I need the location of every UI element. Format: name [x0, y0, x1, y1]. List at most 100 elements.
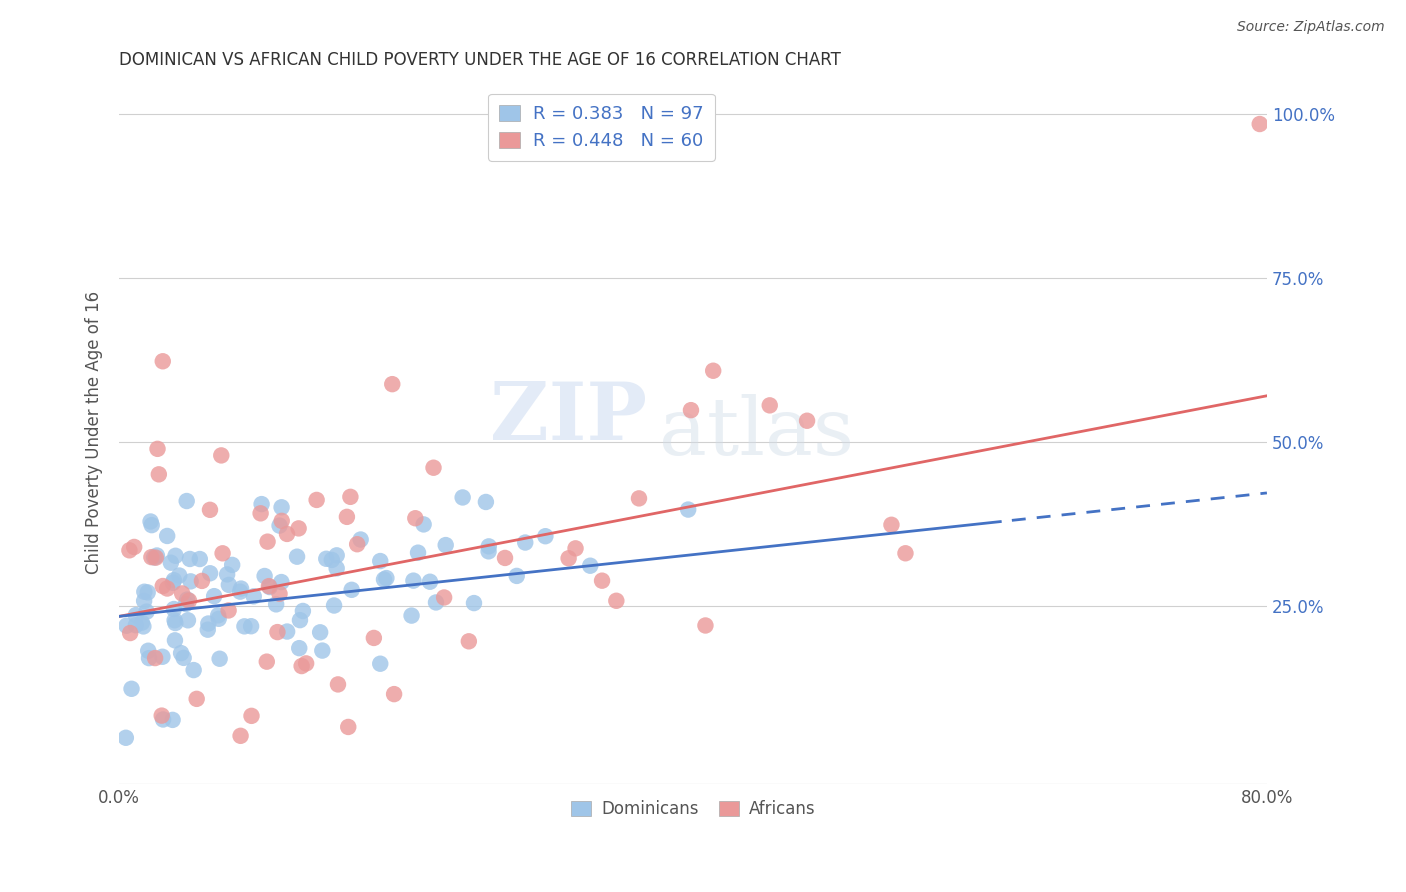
Point: [152, 354, 174, 368]
Point: [197, 623, 219, 637]
Point: [135, 605, 157, 619]
Point: [679, 403, 702, 417]
Point: [266, 625, 288, 640]
Point: [115, 731, 138, 745]
Point: [172, 586, 194, 600]
Point: [202, 589, 225, 603]
Point: [475, 495, 498, 509]
Point: [434, 538, 457, 552]
Point: [163, 602, 186, 616]
Point: [291, 659, 314, 673]
Point: [191, 574, 214, 588]
Point: [141, 518, 163, 533]
Point: [627, 491, 650, 506]
Point: [368, 657, 391, 671]
Point: [221, 558, 243, 572]
Point: [605, 594, 627, 608]
Point: [121, 681, 143, 696]
Point: [208, 652, 231, 666]
Point: [163, 633, 186, 648]
Point: [115, 618, 138, 632]
Point: [269, 518, 291, 533]
Point: [257, 579, 280, 593]
Point: [880, 517, 903, 532]
Text: Source: ZipAtlas.com: Source: ZipAtlas.com: [1237, 20, 1385, 34]
Point: [163, 573, 186, 587]
Point: [276, 624, 298, 639]
Point: [288, 641, 311, 656]
Point: [288, 613, 311, 627]
Point: [218, 603, 240, 617]
Text: atlas: atlas: [658, 393, 853, 472]
Point: [125, 618, 148, 632]
Point: [131, 615, 153, 630]
Point: [463, 596, 485, 610]
Point: [796, 414, 818, 428]
Point: [375, 571, 398, 585]
Point: [311, 643, 333, 657]
Point: [264, 598, 287, 612]
Point: [233, 619, 256, 633]
Point: [208, 612, 231, 626]
Point: [321, 553, 343, 567]
Point: [150, 708, 173, 723]
Point: [564, 541, 586, 556]
Point: [242, 590, 264, 604]
Point: [240, 619, 263, 633]
Point: [229, 584, 252, 599]
Point: [146, 442, 169, 456]
Point: [145, 550, 167, 565]
Point: [425, 595, 447, 609]
Point: [198, 566, 221, 581]
Point: [295, 657, 318, 671]
Point: [136, 644, 159, 658]
Point: [270, 500, 292, 515]
Point: [211, 546, 233, 560]
Point: [188, 552, 211, 566]
Point: [285, 549, 308, 564]
Point: [165, 549, 187, 563]
Point: [162, 575, 184, 590]
Point: [148, 467, 170, 482]
Point: [160, 556, 183, 570]
Point: [122, 540, 145, 554]
Point: [363, 631, 385, 645]
Point: [350, 533, 373, 547]
Point: [256, 534, 278, 549]
Point: [240, 709, 263, 723]
Point: [136, 585, 159, 599]
Point: [1249, 117, 1271, 131]
Point: [326, 677, 349, 691]
Point: [217, 567, 239, 582]
Point: [382, 687, 405, 701]
Point: [276, 527, 298, 541]
Y-axis label: Child Poverty Under the Age of 16: Child Poverty Under the Age of 16: [86, 291, 103, 574]
Point: [174, 597, 197, 611]
Point: [515, 535, 537, 549]
Point: [269, 587, 291, 601]
Point: [422, 460, 444, 475]
Point: [250, 497, 273, 511]
Point: [259, 580, 281, 594]
Point: [381, 377, 404, 392]
Point: [162, 713, 184, 727]
Point: [477, 544, 499, 558]
Point: [180, 574, 202, 589]
Point: [478, 540, 501, 554]
Point: [339, 490, 361, 504]
Text: ZIP: ZIP: [491, 379, 647, 458]
Point: [325, 549, 347, 563]
Point: [132, 619, 155, 633]
Point: [579, 558, 602, 573]
Point: [253, 569, 276, 583]
Point: [152, 713, 174, 727]
Point: [197, 616, 219, 631]
Point: [412, 517, 434, 532]
Point: [229, 729, 252, 743]
Point: [179, 552, 201, 566]
Point: [270, 514, 292, 528]
Point: [209, 449, 232, 463]
Point: [207, 608, 229, 623]
Point: [143, 651, 166, 665]
Point: [534, 529, 557, 543]
